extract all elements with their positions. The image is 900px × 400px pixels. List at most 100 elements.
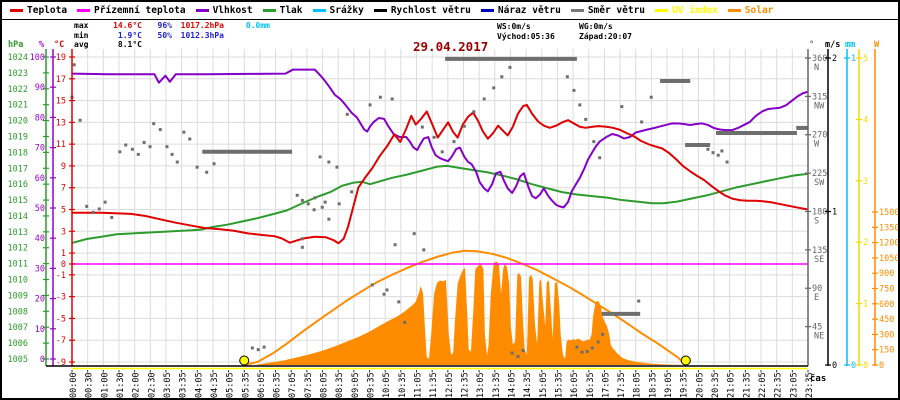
legend-swatch — [655, 9, 669, 12]
wind-direction-dot — [152, 122, 156, 126]
axis-label: W — [874, 40, 880, 50]
wind-direction-dot — [205, 170, 209, 174]
stats-value: 1.9°C — [117, 30, 142, 40]
wind-direction-dot — [85, 204, 89, 208]
time-label: 19:05 — [664, 372, 674, 398]
wind-direction-dot — [440, 150, 444, 154]
wind-direction-dot — [482, 97, 486, 101]
axis-label: 1019 — [8, 132, 28, 142]
time-label: 09:35 — [367, 372, 377, 398]
axis-label: 10 — [35, 325, 45, 335]
stats-value: 1017.2hPa — [180, 21, 224, 30]
wind-direction-dot — [432, 135, 436, 139]
wind-direction-dot — [452, 140, 456, 144]
legend-label: Tlak — [279, 5, 303, 16]
axis-label: 1500 — [879, 208, 898, 218]
wind-direction-dot — [130, 147, 134, 151]
wind-direction-dot — [250, 346, 254, 350]
wind-direction-dot — [584, 117, 588, 121]
solar-theoretical-line — [243, 249, 687, 366]
legend-label: Náraz větru — [497, 5, 561, 16]
legend-label: UV index — [672, 5, 718, 16]
time-label: 07:35 — [304, 372, 314, 398]
time-label: 08:05 — [320, 372, 330, 398]
axis-label: 9 — [61, 162, 66, 172]
axis-label: -3 — [56, 293, 66, 303]
time-label: 11:05 — [414, 372, 424, 398]
axis-label: 1350 — [879, 223, 898, 233]
legend-item: Přízemní teplota — [77, 5, 186, 16]
axis-label: SW — [814, 178, 825, 188]
wind-direction-dot — [188, 137, 192, 141]
wind-direction-dot — [368, 103, 372, 107]
time-label: 18:05 — [633, 372, 643, 398]
series-wind-direction — [70, 56, 808, 358]
axis-label: 0 — [863, 361, 868, 371]
axis-label: 30 — [35, 264, 45, 274]
wind-direction-dot — [382, 292, 386, 296]
axis-label: 11 — [56, 140, 66, 150]
wind-direction-dot — [175, 160, 179, 164]
stats-value: 50% — [157, 30, 172, 40]
legend-label: Teplota — [27, 5, 68, 16]
wind-direction-dot — [306, 202, 310, 206]
wind-direction-dot — [195, 165, 199, 169]
time-label: 14:05 — [507, 372, 517, 398]
wind-direction-dot — [103, 200, 107, 204]
axis-label: 150 — [879, 346, 894, 356]
time-label: 00:00 — [69, 372, 79, 398]
wind-direction-dot — [592, 140, 596, 144]
axis-label: 1011 — [8, 260, 28, 270]
sunrise-marker — [239, 355, 250, 366]
axis-label: 900 — [879, 269, 894, 279]
axis-label: 1022 — [8, 85, 28, 95]
axis-label: 1014 — [8, 212, 28, 222]
legend-swatch — [77, 9, 91, 12]
axis-label: 135 — [812, 246, 827, 256]
wind-direction-dot — [97, 207, 101, 211]
wind-direction-dot — [312, 208, 316, 212]
axis-label: 1007 — [8, 323, 28, 333]
legend-label: Srážky — [329, 5, 364, 16]
temperature-line — [72, 103, 809, 245]
wind-direction-dot — [578, 103, 582, 107]
legend-swatch — [312, 9, 326, 12]
legend-label: Solar — [744, 5, 774, 16]
axis-label: 4 — [863, 115, 868, 125]
axis-label: 1023 — [8, 69, 28, 79]
chart-legend: Teplota Přízemní teplota Vlhkost Tlak Srážky… — [2, 2, 898, 20]
legend-swatch — [570, 9, 584, 12]
legend-item: Směr větru — [570, 5, 645, 16]
time-label: 00:30 — [85, 372, 95, 398]
wind-direction-dot — [91, 210, 95, 214]
wind-direction-dot — [158, 128, 162, 132]
axis-label: 1 — [832, 208, 837, 218]
axis-label: 2 — [832, 54, 837, 64]
axis-label: W — [814, 140, 820, 150]
wind-direction-dot — [110, 215, 114, 219]
time-label: 12:05 — [445, 372, 455, 398]
axis-label: NW — [814, 101, 825, 111]
legend-label: Přízemní teplota — [94, 5, 186, 16]
time-label: 18:35 — [648, 372, 658, 398]
wind-direction-dot — [327, 217, 331, 221]
axis-label: 60 — [35, 174, 45, 184]
axis-label: 1200 — [879, 239, 898, 249]
time-label: 12:35 — [460, 372, 470, 398]
axis-label: 1016 — [8, 180, 28, 190]
legend-swatch — [727, 9, 741, 12]
series-temperature — [72, 103, 809, 245]
axis-label: 0 — [40, 355, 45, 365]
axis-label: -9 — [56, 358, 66, 368]
axis-label: 100 — [30, 53, 45, 63]
wind-direction-dot — [385, 288, 389, 292]
wind-direction-dot — [124, 143, 128, 147]
legend-swatch — [195, 9, 209, 12]
legend-swatch — [262, 9, 276, 12]
series-humidity — [71, 68, 809, 209]
axis-label: -5 — [56, 314, 66, 324]
axis-label: 300 — [879, 330, 894, 340]
x-axis: 00:00 00:30 01:00 01:30 02:00 02:30 03:05 03:35… — [46, 365, 826, 398]
